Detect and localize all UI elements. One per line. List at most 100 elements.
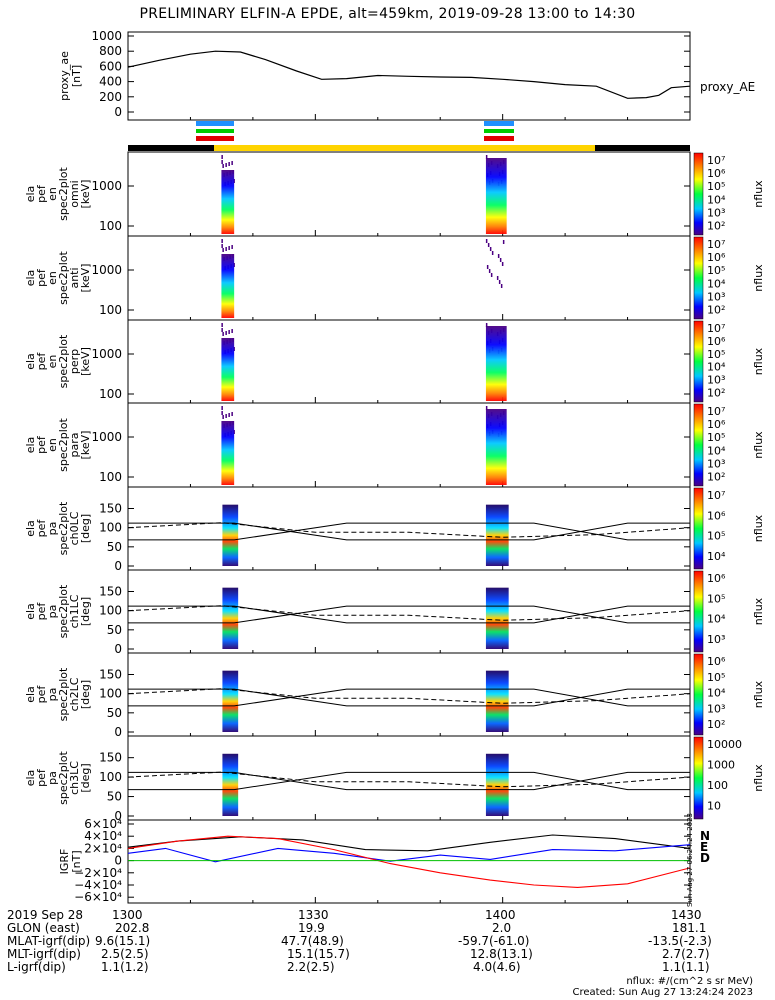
panel-frame <box>127 31 691 121</box>
spectrogram-speckle <box>221 328 223 332</box>
colorbar <box>693 236 704 320</box>
colorbar-label: nflux <box>752 431 765 459</box>
pitch-angle-block <box>485 670 509 732</box>
colorbar-tick-label: 10³ <box>707 702 725 715</box>
footer-cell: 2.2(2.5) <box>287 960 335 974</box>
colorbar <box>693 152 704 236</box>
y-tick-label: 400 <box>99 75 122 89</box>
spectrogram-speckle <box>231 161 233 165</box>
colorbar-tick-label: 10⁷ <box>707 154 725 167</box>
y-axis-label: pef <box>35 268 48 287</box>
proxy-ae-line <box>127 50 691 99</box>
colorbar-label: nflux <box>752 514 765 542</box>
y-tick-label: 100 <box>99 219 122 233</box>
colorbar-tick-label: 10² <box>707 303 725 316</box>
spectrogram-speckle <box>221 406 223 410</box>
spectrogram-speckle <box>231 329 233 333</box>
y-axis-label: pa <box>46 522 59 536</box>
y-axis-label: [keV] <box>79 347 92 376</box>
spectrogram-speckle <box>491 251 494 255</box>
colorbar-tick-label: 10⁷ <box>707 489 725 502</box>
spectrogram-block <box>221 421 235 485</box>
y-tick-label: 50 <box>107 790 122 804</box>
created-stamp: Created: Sun Aug 27 13:24:24 2023 <box>572 987 753 998</box>
igrf-line-e <box>127 844 691 863</box>
y-axis-label: ela <box>24 686 37 703</box>
spectrogram-speckle <box>221 239 223 243</box>
panel-frame <box>127 319 691 404</box>
colorbar-label: nflux <box>752 764 765 792</box>
footer-cell: 12.8(13.1) <box>470 947 533 961</box>
y-axis-label: [keV] <box>79 431 92 460</box>
y-axis-label: [nT] <box>70 850 83 872</box>
spectrogram-block <box>485 326 507 401</box>
footer-cell: 1.1(1.2) <box>101 960 149 974</box>
field-line-pitch <box>127 605 691 621</box>
colorbar-tick-label: 10⁷ <box>707 238 725 251</box>
spectrogram-speckle <box>225 414 227 418</box>
y-axis-label: en <box>46 187 59 201</box>
legend-entry: N <box>700 829 710 843</box>
colorbar-tick-label: 10⁶ <box>707 167 726 180</box>
colorbar-tick-label: 10⁴ <box>707 444 726 457</box>
y-axis-label: [deg] <box>79 514 92 543</box>
pitch-angle-block <box>222 670 239 732</box>
y-tick-label: 1000 <box>91 263 122 277</box>
y-axis-label: spec2plot <box>57 167 70 221</box>
y-tick-label: −2×10⁴ <box>74 866 122 880</box>
colorbar-tick-label: 10³ <box>707 633 725 646</box>
y-axis-label: [deg] <box>79 680 92 709</box>
panel-frame <box>127 151 691 237</box>
footer-cell: 9.6(15.1) <box>95 934 151 948</box>
y-tick-label: 100 <box>99 387 122 401</box>
y-tick-label: 6×10⁴ <box>84 817 122 831</box>
spectrogram-speckle <box>221 323 223 327</box>
loss-cone-line <box>128 605 690 624</box>
colorbar-tick-label: 10³ <box>707 457 725 470</box>
colorbar-tick-label: 10⁵ <box>707 264 725 277</box>
y-tick-label: 1000 <box>91 29 122 43</box>
y-axis-label: omni <box>68 180 81 207</box>
spectrogram-speckle <box>228 246 230 250</box>
colorbar-tick-label: 10⁵ <box>707 592 725 605</box>
footer-cell: 1400 <box>485 908 516 922</box>
footer-cell: 4.0(4.6) <box>473 960 521 974</box>
y-axis-label: pef <box>35 602 48 621</box>
footer-cell: 1.1(1.1) <box>662 960 710 974</box>
colorbar-tick-label: 10⁵ <box>707 671 725 684</box>
series-label: proxy_AE <box>700 80 755 94</box>
flag-blue <box>484 121 514 126</box>
pitch-angle-block <box>485 753 509 816</box>
colorbar-tick-label: 1000 <box>707 759 735 772</box>
colorbar-tick-label: 10⁴ <box>707 193 726 206</box>
footer-cell: 1430 <box>671 908 702 922</box>
y-axis-label: [keV] <box>79 180 92 209</box>
pitch-angle-block <box>485 504 509 566</box>
y-tick-label: 800 <box>99 44 122 58</box>
y-tick-label: 100 <box>99 470 122 484</box>
colorbar-tick-label: 100 <box>707 779 728 792</box>
science-zone-bar <box>214 145 595 151</box>
colorbar-tick-label: 10³ <box>707 206 725 219</box>
y-axis-label: ela <box>24 186 37 203</box>
y-tick-label: 0 <box>114 559 122 573</box>
y-tick-label: 50 <box>107 540 122 554</box>
footer-cell: 19.9 <box>298 921 325 935</box>
y-tick-label: 0 <box>114 105 122 119</box>
y-axis-label: spec2plot <box>57 501 70 555</box>
field-line-pitch <box>127 688 691 704</box>
footer-cell: 15.1(15.7) <box>287 947 350 961</box>
footer-cell: 1300 <box>112 908 143 922</box>
pitch-angle-block <box>222 504 239 566</box>
spectrogram-speckle <box>225 247 227 251</box>
colorbar-tick-label: 10⁷ <box>707 405 725 418</box>
panel-frame <box>127 402 691 488</box>
y-axis-label: ela <box>24 520 37 537</box>
y-tick-label: 50 <box>107 623 122 637</box>
spectrogram-speckle <box>221 411 223 415</box>
spectrogram-speckle <box>496 276 499 280</box>
igrf-line-n <box>127 834 691 852</box>
flag-blue <box>196 121 234 126</box>
y-axis-label: pef <box>35 184 48 203</box>
